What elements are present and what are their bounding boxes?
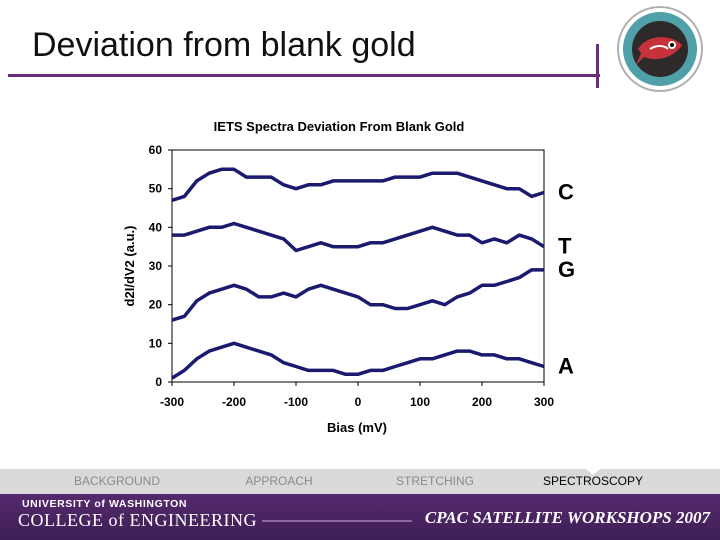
active-nav-pointer-icon xyxy=(586,469,600,475)
y-tick-label: 40 xyxy=(149,220,163,234)
series-line-a xyxy=(171,341,545,380)
series-label-a: A xyxy=(558,354,574,379)
x-tick-label: -300 xyxy=(160,395,184,409)
section-nav: BACKGROUND APPROACH STRETCHING SPECTROSC… xyxy=(0,469,720,494)
college-name: COLLEGE of ENGINEERING xyxy=(18,510,257,530)
series-label-g: G xyxy=(558,257,575,282)
title-underline xyxy=(8,74,600,77)
x-axis-label: Bias (mV) xyxy=(327,420,387,435)
series-line-g xyxy=(171,268,544,322)
iets-spectra-chart: IETS Spectra Deviation From Blank Gold 0… xyxy=(122,119,575,435)
nav-item-spectroscopy[interactable]: SPECTROSCOPY xyxy=(542,474,644,488)
y-tick-label: 60 xyxy=(149,143,163,157)
chart-title: IETS Spectra Deviation From Blank Gold xyxy=(214,119,465,134)
y-tick-label: 30 xyxy=(149,259,163,273)
series-label-c: C xyxy=(558,180,574,205)
y-tick-label: 0 xyxy=(155,375,162,389)
y-tick-label: 50 xyxy=(149,182,163,196)
x-tick-label: 300 xyxy=(534,395,554,409)
x-tick-label: 200 xyxy=(472,395,492,409)
x-tick-label: -100 xyxy=(284,395,308,409)
series-line-c xyxy=(171,167,545,202)
series-label-t: T xyxy=(558,234,572,259)
footer-banner: UNIVERSITY of WASHINGTON COLLEGE of ENGI… xyxy=(0,494,720,540)
workshop-name: CPAC SATELLITE WORKSHOPS 2007 xyxy=(424,508,710,527)
salmon-circle-logo-icon xyxy=(617,6,703,92)
plot-area xyxy=(171,149,545,383)
y-tick-label: 10 xyxy=(149,336,163,350)
footer-divider xyxy=(262,520,412,522)
y-axis-label: d2I/dV2 (a.u.) xyxy=(122,226,137,307)
slide-title: Deviation from blank gold xyxy=(32,26,416,64)
x-tick-label: 0 xyxy=(355,395,362,409)
nav-item-stretching[interactable]: STRETCHING xyxy=(396,474,474,488)
x-tick-label: 100 xyxy=(410,395,430,409)
nav-item-approach[interactable]: APPROACH xyxy=(245,474,313,488)
nav-item-background[interactable]: BACKGROUND xyxy=(73,474,160,488)
y-tick-label: 20 xyxy=(149,298,163,312)
x-tick-label: -200 xyxy=(222,395,246,409)
university-name: UNIVERSITY of WASHINGTON xyxy=(22,498,188,510)
title-divider xyxy=(596,44,599,88)
series-line-t xyxy=(172,221,545,253)
